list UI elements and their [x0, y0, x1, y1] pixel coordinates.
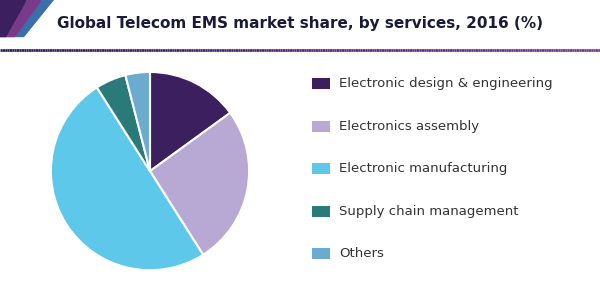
Wedge shape: [51, 87, 203, 270]
Bar: [313, 121, 330, 132]
Wedge shape: [150, 113, 249, 255]
Text: Electronic manufacturing: Electronic manufacturing: [340, 162, 508, 175]
Polygon shape: [0, 0, 27, 37]
Polygon shape: [0, 0, 42, 37]
Bar: [313, 206, 330, 217]
Wedge shape: [97, 75, 150, 171]
Wedge shape: [150, 72, 230, 171]
Bar: [313, 78, 330, 89]
Bar: [313, 163, 330, 174]
Text: Global Telecom EMS market share, by services, 2016 (%): Global Telecom EMS market share, by serv…: [57, 17, 543, 31]
Polygon shape: [0, 0, 54, 37]
Bar: [313, 248, 330, 259]
Text: Supply chain management: Supply chain management: [340, 205, 519, 218]
Text: Electronic design & engineering: Electronic design & engineering: [340, 77, 553, 90]
Text: Electronics assembly: Electronics assembly: [340, 120, 479, 133]
Text: Others: Others: [340, 247, 385, 260]
Wedge shape: [125, 72, 150, 171]
